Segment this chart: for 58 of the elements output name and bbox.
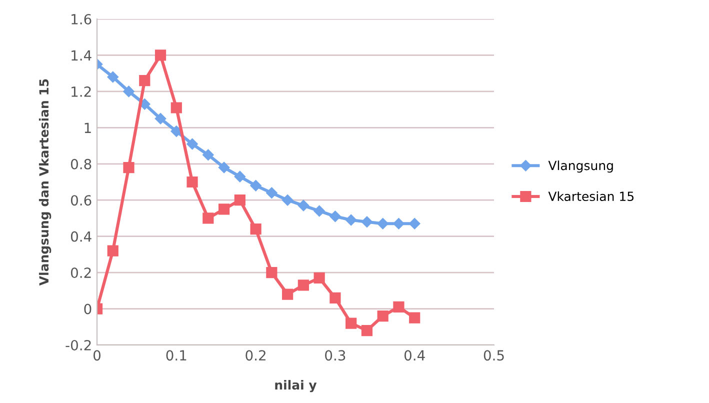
y-tick-label: 0.4 <box>70 231 92 242</box>
point <box>186 176 198 188</box>
y-tick-label: 1 <box>84 122 91 133</box>
point <box>393 301 404 313</box>
point <box>154 113 166 124</box>
y-axis-title: Vlangsung dan Vkartesian 15 <box>38 79 52 286</box>
point <box>234 170 246 182</box>
point <box>123 162 134 174</box>
point <box>234 194 246 206</box>
y-tick-label: 0.8 <box>70 158 92 170</box>
point <box>377 218 388 230</box>
point <box>154 50 166 61</box>
point <box>186 138 198 150</box>
point <box>282 288 294 300</box>
x-tick-label: 0 <box>93 350 100 361</box>
point <box>202 149 214 160</box>
point <box>409 312 420 324</box>
y-tick-label: 1.2 <box>72 86 91 97</box>
point <box>330 292 341 304</box>
point <box>345 214 357 226</box>
point <box>266 267 278 278</box>
point <box>202 212 214 224</box>
point <box>298 200 310 212</box>
point <box>346 318 357 329</box>
point <box>218 204 230 215</box>
point <box>282 194 294 206</box>
point <box>139 75 150 86</box>
legend-label: Vkartesian 15 <box>548 191 634 202</box>
point <box>330 210 341 222</box>
point <box>298 280 309 291</box>
point <box>314 205 325 217</box>
point <box>377 310 388 322</box>
x-axis-title: nilai y <box>275 380 317 392</box>
y-tick-label: 0.6 <box>70 195 92 206</box>
point <box>361 216 373 228</box>
x-tick-label: 0.1 <box>166 350 186 361</box>
x-tick-label: 0.5 <box>484 350 504 361</box>
point <box>250 180 262 192</box>
point <box>123 86 134 98</box>
point <box>107 245 118 256</box>
y-tick-label: 1.6 <box>72 14 92 24</box>
y-tick-label: -0.2 <box>66 340 91 350</box>
point <box>314 272 325 284</box>
point <box>408 218 420 230</box>
y-tick-label: 0.2 <box>70 268 91 278</box>
x-tick-label: 0.2 <box>246 350 266 361</box>
point <box>107 71 118 83</box>
x-tick-label: 0.4 <box>404 350 425 361</box>
point <box>266 187 278 198</box>
y-tick-label: 1.4 <box>72 50 92 60</box>
x-tick-label: 0.3 <box>325 350 346 361</box>
legend-label: Vlangsung <box>548 160 613 173</box>
point <box>361 324 373 336</box>
point <box>393 218 404 230</box>
point <box>250 224 262 235</box>
point <box>218 162 230 174</box>
y-tick-label: 0 <box>84 304 92 314</box>
point <box>170 102 182 114</box>
